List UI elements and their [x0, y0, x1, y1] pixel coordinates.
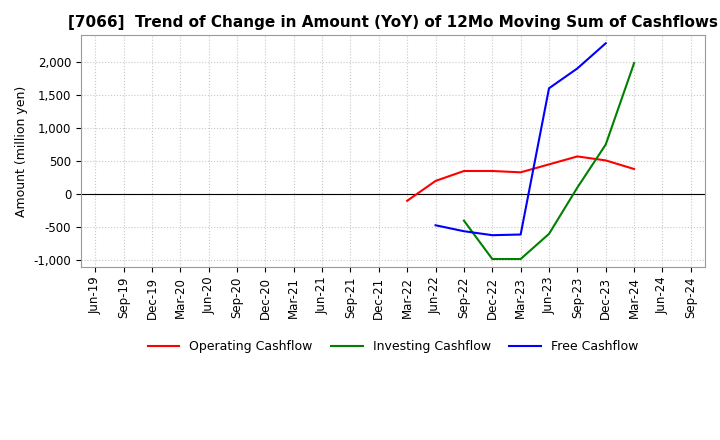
Operating Cashflow: [545, 162, 554, 167]
Title: [7066]  Trend of Change in Amount (YoY) of 12Mo Moving Sum of Cashflows: [7066] Trend of Change in Amount (YoY) o…: [68, 15, 718, 30]
Investing Cashflow: [630, 60, 639, 66]
Operating Cashflow: [403, 198, 412, 203]
Investing Cashflow: [459, 218, 468, 223]
Free Cashflow: [488, 233, 497, 238]
Investing Cashflow: [573, 185, 582, 190]
Operating Cashflow: [459, 169, 468, 174]
Y-axis label: Amount (million yen): Amount (million yen): [15, 85, 28, 217]
Line: Free Cashflow: Free Cashflow: [436, 43, 606, 235]
Operating Cashflow: [516, 170, 525, 175]
Investing Cashflow: [488, 257, 497, 262]
Legend: Operating Cashflow, Investing Cashflow, Free Cashflow: Operating Cashflow, Investing Cashflow, …: [143, 335, 643, 358]
Free Cashflow: [545, 86, 554, 91]
Investing Cashflow: [545, 231, 554, 237]
Free Cashflow: [431, 223, 440, 228]
Operating Cashflow: [488, 169, 497, 174]
Free Cashflow: [516, 232, 525, 237]
Operating Cashflow: [431, 178, 440, 183]
Line: Investing Cashflow: Investing Cashflow: [464, 63, 634, 259]
Investing Cashflow: [516, 257, 525, 262]
Operating Cashflow: [601, 158, 610, 163]
Line: Operating Cashflow: Operating Cashflow: [408, 157, 634, 201]
Free Cashflow: [573, 66, 582, 71]
Investing Cashflow: [601, 142, 610, 147]
Operating Cashflow: [573, 154, 582, 159]
Operating Cashflow: [630, 166, 639, 172]
Free Cashflow: [601, 40, 610, 46]
Free Cashflow: [459, 228, 468, 234]
